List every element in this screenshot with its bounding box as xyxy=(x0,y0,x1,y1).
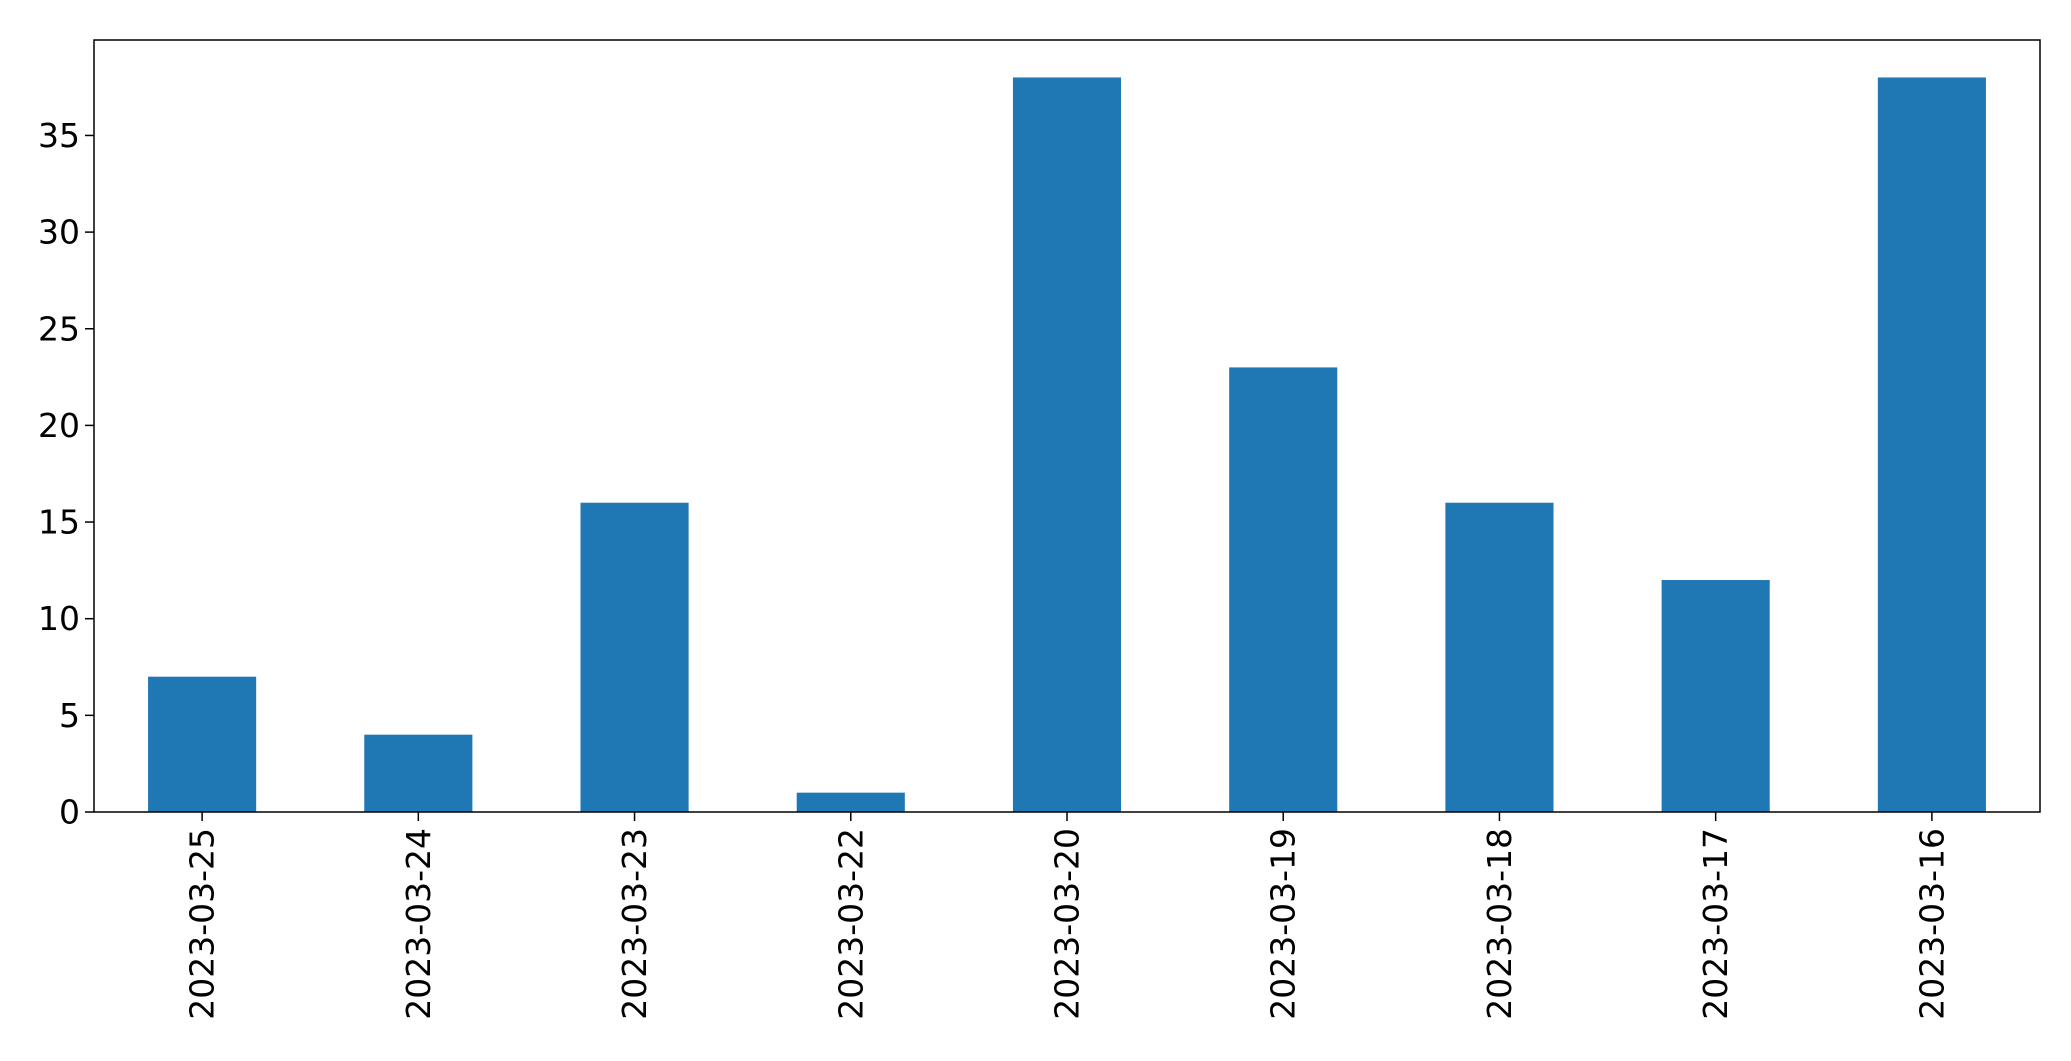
x-tick-label: 2023-03-17 xyxy=(1696,828,1735,1020)
x-tick-label: 2023-03-24 xyxy=(399,828,438,1020)
y-tick-label: 5 xyxy=(59,696,80,735)
bar-2023-03-24 xyxy=(364,734,473,812)
x-tick-label: 2023-03-18 xyxy=(1480,828,1519,1020)
x-tick-label: 2023-03-25 xyxy=(183,828,222,1020)
x-tick-label: 2023-03-23 xyxy=(615,828,654,1020)
x-tick-label: 2023-03-20 xyxy=(1048,828,1087,1020)
bar-2023-03-18 xyxy=(1445,502,1554,812)
bar-2023-03-23 xyxy=(580,502,689,812)
y-tick-label: 25 xyxy=(38,309,80,348)
x-tick-label: 2023-03-22 xyxy=(831,828,870,1020)
y-tick-label: 35 xyxy=(38,116,80,155)
bar-2023-03-17 xyxy=(1661,580,1770,812)
bar-2023-03-16 xyxy=(1877,77,1986,812)
x-tick-label: 2023-03-16 xyxy=(1912,828,1951,1020)
y-tick-label: 30 xyxy=(38,213,80,252)
bar-2023-03-20 xyxy=(1012,77,1122,812)
bars-group xyxy=(148,77,1986,812)
x-tick-label: 2023-03-19 xyxy=(1264,828,1303,1020)
y-tick-label: 20 xyxy=(38,406,80,445)
y-tick-label: 0 xyxy=(59,793,80,832)
bar-2023-03-19 xyxy=(1229,367,1338,812)
bar-2023-03-25 xyxy=(148,676,257,812)
x-axis: 2023-03-25 2023-03-24 2023-03-23 2023-03-22… xyxy=(183,812,1951,1020)
y-axis: 0 5 10 15 20 25 30 35 xyxy=(38,116,94,832)
plot-frame xyxy=(93,39,2041,813)
y-tick-label: 15 xyxy=(38,503,80,542)
bar-2023-03-22 xyxy=(796,792,905,812)
y-tick-label: 10 xyxy=(38,599,80,638)
